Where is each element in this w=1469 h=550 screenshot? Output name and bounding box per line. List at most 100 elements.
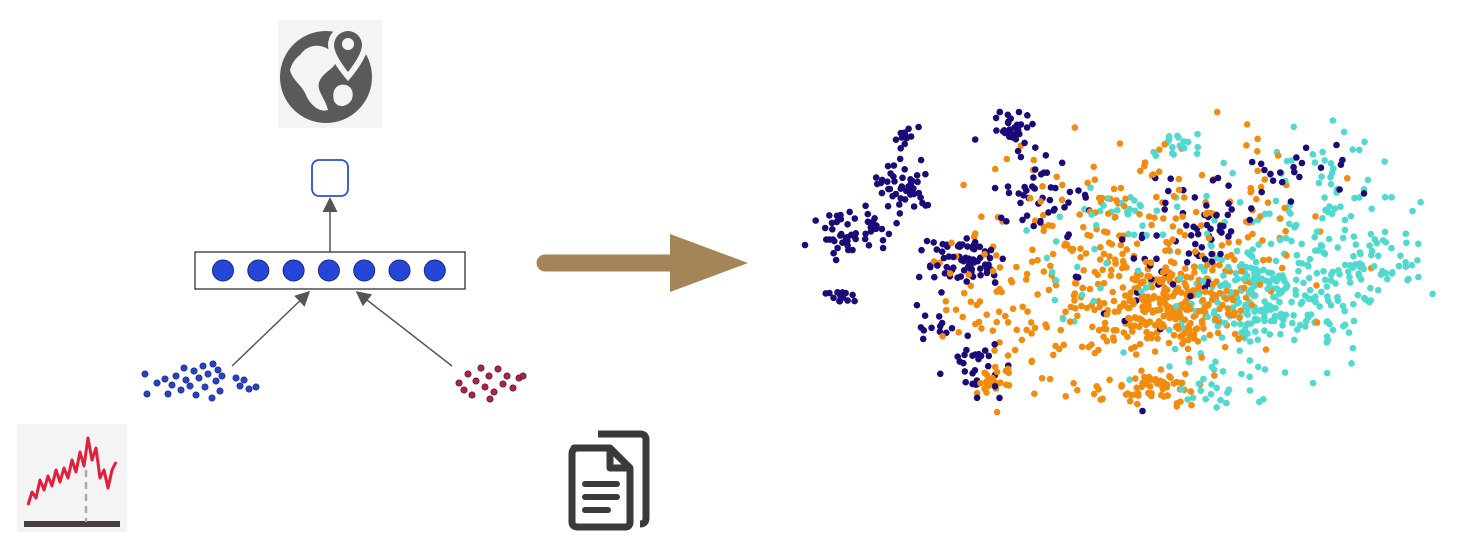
scatter-point: [1170, 331, 1178, 339]
globe-location-icon: [278, 20, 382, 128]
scatter-point: [1257, 160, 1265, 168]
scatter-point: [1141, 373, 1148, 381]
scatter-point: [1091, 245, 1098, 253]
scatter-point: [1151, 348, 1159, 355]
scatter-point: [1192, 240, 1199, 248]
scatter-point: [1276, 236, 1284, 244]
scatter-point: [919, 335, 927, 343]
scatter-point: [910, 203, 918, 210]
scatter-point: [1238, 267, 1245, 275]
scatter-point: [1052, 342, 1059, 350]
scatter-point: [984, 362, 992, 370]
scatter-point: [1051, 205, 1058, 213]
scatter-point: [991, 341, 998, 348]
scatter-point: [1170, 380, 1178, 387]
scatter-point: [1174, 132, 1181, 140]
scatter-point: [1343, 175, 1351, 182]
scatter-point: [1021, 139, 1028, 147]
scatter-point: [1224, 305, 1232, 312]
scatter-point: [1328, 210, 1336, 218]
scatter-point: [1128, 345, 1135, 353]
scatter-point: [1023, 326, 1030, 334]
scatter-point: [1304, 261, 1311, 269]
scatter-point: [1296, 173, 1303, 181]
scatter-point: [1011, 124, 1018, 131]
scatter-point: [1327, 302, 1335, 309]
scatter-point: [1272, 257, 1280, 265]
scatter-point: [963, 346, 970, 354]
scatter-point: [1190, 331, 1198, 338]
scatter-point: [1256, 398, 1263, 406]
scatter-point: [1194, 230, 1202, 238]
point: [519, 372, 527, 380]
scatter-point: [1313, 282, 1320, 289]
scatter-point: [1388, 194, 1395, 201]
scatter-point: [1254, 363, 1262, 371]
scatter-point: [889, 192, 896, 200]
scatter-point: [1348, 360, 1355, 367]
scatter-point: [941, 270, 949, 277]
scatter-point: [1148, 331, 1155, 339]
scatter-point: [1002, 312, 1009, 320]
scatter-point: [1195, 285, 1202, 292]
documents-icon: [568, 430, 650, 531]
scatter-point: [839, 239, 846, 246]
scatter-point: [978, 325, 985, 332]
scatter-point: [1203, 202, 1210, 209]
scatter-point: [1011, 346, 1019, 354]
scatter-point: [1397, 252, 1404, 259]
scatter-point: [1160, 323, 1168, 331]
scatter-point: [1275, 273, 1283, 281]
scatter-point: [993, 408, 1001, 416]
scatter-point: [913, 172, 921, 179]
scatter-point: [878, 225, 886, 233]
scatter-point: [964, 332, 971, 340]
scatter-point: [1198, 317, 1206, 325]
scatter-point: [1286, 220, 1293, 228]
scatter-point: [1224, 211, 1232, 219]
scatter-point: [961, 368, 969, 375]
scatter-point: [1318, 242, 1326, 250]
scatter-point: [1339, 322, 1347, 330]
scatter-point: [1227, 228, 1235, 235]
scatter-point: [1214, 299, 1221, 306]
scatter-point: [1327, 160, 1335, 167]
point: [240, 376, 248, 384]
scatter-point: [1134, 389, 1142, 397]
scatter-point: [1160, 215, 1167, 222]
scatter-point: [861, 235, 869, 243]
scatter-point: [1053, 173, 1060, 181]
scatter-point: [1100, 279, 1108, 287]
scatter-point: [1243, 121, 1251, 128]
scatter-point: [1043, 254, 1051, 262]
scatter-point: [938, 289, 945, 296]
scatter-point: [1216, 261, 1223, 269]
scatter-point: [930, 239, 937, 246]
scatter-point: [1031, 217, 1039, 224]
scatter-point: [1382, 269, 1389, 277]
scatter-point: [1262, 346, 1270, 353]
scatter-point: [972, 320, 979, 328]
scatter-point: [1030, 156, 1037, 164]
scatter-point: [1162, 247, 1169, 254]
scatter-point: [1024, 112, 1031, 119]
scatter-point: [1367, 230, 1375, 238]
scatter-point: [1047, 184, 1055, 191]
point: [192, 391, 200, 399]
scatter-point: [1213, 212, 1220, 219]
scatter-point: [1096, 256, 1104, 263]
scatter-point: [1282, 234, 1290, 242]
scatter-point: [1249, 246, 1256, 253]
scatter-point: [1021, 183, 1028, 191]
scatter-point: [969, 380, 977, 388]
scatter-point: [1261, 327, 1268, 334]
edge-right-points-to-embedding: [355, 291, 453, 367]
scatter-point: [1190, 223, 1197, 231]
scatter-point: [1122, 195, 1129, 203]
scatter-point: [1115, 272, 1123, 280]
point: [201, 383, 209, 391]
scatter-point: [977, 271, 984, 279]
scatter-point: [975, 355, 982, 363]
scatter-point: [1111, 213, 1119, 221]
scatter-point: [1127, 289, 1134, 297]
